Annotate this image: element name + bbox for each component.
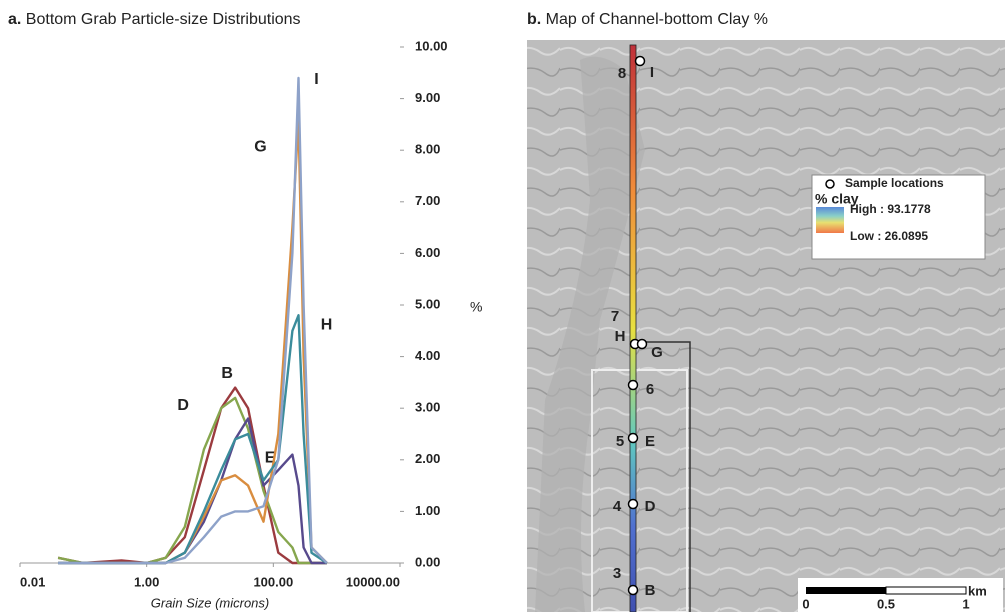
title: Map of Channel-bottom Clay % (546, 11, 768, 28)
legend-ramp (816, 207, 844, 233)
panel-title: b. Map of Channel-bottom Clay % (527, 11, 768, 28)
site-letter: I (650, 64, 654, 81)
site-letter: G (651, 344, 663, 361)
site-number: 5 (616, 433, 624, 450)
site-letter: D (645, 498, 656, 515)
x-tick-label: 1.00 (134, 574, 159, 589)
sample-marker (629, 586, 638, 595)
scale-label: 1 (962, 596, 969, 611)
y-tick-label: 5.00 (415, 296, 440, 311)
legend-label: Sample locations (845, 176, 944, 190)
legend-high: High : 93.1778 (850, 202, 931, 216)
scale-bar (886, 587, 966, 594)
y-tick-label: 9.00 (415, 90, 440, 105)
figure: a. Bottom Grab Particle-size Distributio… (0, 0, 1005, 612)
scale-label: 0.5 (877, 596, 895, 611)
series-label: H (321, 317, 333, 334)
y-tick-label: 4.00 (415, 348, 440, 363)
x-tick-label: 100.00 (253, 574, 293, 589)
series-label: D (177, 397, 189, 414)
y-tick-label: 10.00 (415, 38, 448, 53)
sample-marker (638, 340, 647, 349)
series-label: G (254, 138, 266, 155)
y-axis-label: % (470, 299, 482, 315)
site-number: 7 (611, 308, 619, 325)
sample-marker (636, 57, 645, 66)
y-tick-label: 2.00 (415, 451, 440, 466)
series-label: I (314, 71, 318, 88)
scale-label: 0 (802, 596, 809, 611)
panel-label: a. (8, 11, 21, 28)
panel-label: b. (527, 11, 541, 28)
site-letter: B (645, 582, 656, 599)
site-number: 8 (618, 65, 626, 82)
scale-unit: km (968, 583, 987, 598)
site-letter: H (615, 328, 626, 345)
y-tick-label: 8.00 (415, 142, 440, 157)
y-tick-label: 3.00 (415, 400, 440, 415)
site-number: 6 (646, 381, 654, 398)
panel-b: b. Map of Channel-bottom Clay % Sample l… (527, 11, 1005, 612)
channel (630, 45, 636, 612)
y-tick-label: 0.00 (415, 554, 440, 569)
sample-marker (629, 434, 638, 443)
y-tick-label: 7.00 (415, 193, 440, 208)
series-label: B (221, 365, 233, 382)
scale-bar (806, 587, 886, 594)
x-axis-label: Grain Size (microns) (151, 595, 269, 610)
sample-marker (629, 500, 638, 509)
y-tick-label: 6.00 (415, 245, 440, 260)
title: Bottom Grab Particle-size Distributions (26, 11, 301, 28)
site-number: 3 (613, 565, 621, 582)
legend-marker (826, 180, 834, 188)
panel-title: a. Bottom Grab Particle-size Distributio… (8, 11, 301, 28)
legend-low: Low : 26.0895 (850, 229, 928, 243)
sample-marker (629, 381, 638, 390)
site-number: 4 (613, 498, 622, 515)
x-tick-label: 0.01 (20, 574, 45, 589)
y-tick-label: 1.00 (415, 503, 440, 518)
site-letter: E (645, 433, 655, 450)
x-tick-label: 10000.00 (346, 574, 400, 589)
panel-a: a. Bottom Grab Particle-size Distributio… (8, 11, 482, 610)
